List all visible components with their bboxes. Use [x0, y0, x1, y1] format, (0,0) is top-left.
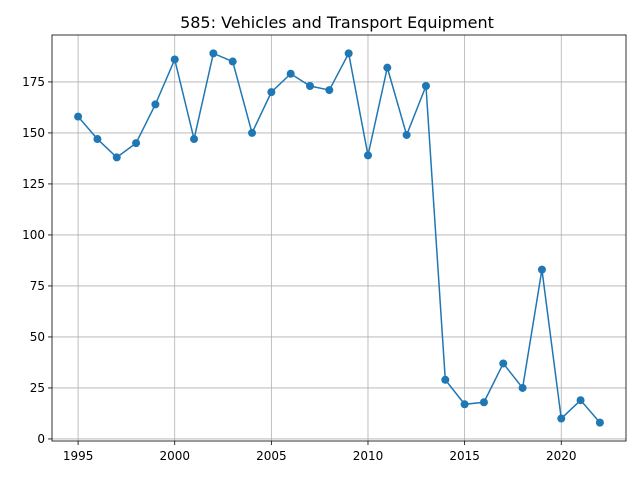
- data-point: [286, 69, 295, 78]
- y-tick-label: 75: [30, 279, 45, 293]
- data-point: [344, 49, 353, 58]
- data-point: [170, 55, 179, 64]
- x-tick-label: 2010: [353, 449, 384, 463]
- data-point: [479, 398, 488, 407]
- data-point: [460, 400, 469, 409]
- y-tick-label: 50: [30, 330, 45, 344]
- data-point: [151, 100, 160, 109]
- data-point: [93, 135, 102, 144]
- x-tick-label: 1995: [63, 449, 94, 463]
- data-point: [74, 112, 83, 121]
- x-tick-label: 2000: [159, 449, 190, 463]
- y-tick-label: 150: [22, 126, 45, 140]
- data-point: [576, 396, 585, 405]
- data-point: [190, 135, 199, 144]
- x-tick-label: 2015: [449, 449, 480, 463]
- data-point: [518, 383, 527, 392]
- data-point: [132, 139, 141, 148]
- data-point: [402, 130, 411, 139]
- data-point: [228, 57, 237, 66]
- data-point: [325, 86, 334, 95]
- data-point: [499, 359, 508, 368]
- y-tick-label: 100: [22, 228, 45, 242]
- data-point: [537, 265, 546, 274]
- y-axis: 0 25 50 75 100 125 150 175: [22, 75, 52, 446]
- data-point: [209, 49, 218, 58]
- data-point: [267, 88, 276, 97]
- data-point: [306, 82, 315, 91]
- data-series: [74, 49, 604, 427]
- data-point: [383, 63, 392, 72]
- x-tick-label: 2020: [546, 449, 577, 463]
- chart-title: 585: Vehicles and Transport Equipment: [180, 13, 494, 32]
- data-point: [363, 151, 372, 160]
- y-tick-label: 0: [37, 432, 45, 446]
- data-point: [595, 418, 604, 427]
- plot-frame: [51, 34, 627, 442]
- data-point: [557, 414, 566, 423]
- y-tick-label: 175: [22, 75, 45, 89]
- data-point: [441, 375, 450, 384]
- y-tick-label: 125: [22, 177, 45, 191]
- data-point: [421, 82, 430, 91]
- x-axis: 1995 2000 2005 2010 2015 2020: [63, 441, 577, 463]
- data-point: [248, 128, 257, 137]
- data-point: [112, 153, 121, 162]
- grid-lines: [52, 35, 626, 441]
- x-tick-label: 2005: [256, 449, 287, 463]
- y-tick-label: 25: [30, 381, 45, 395]
- series-line: [77, 51, 601, 424]
